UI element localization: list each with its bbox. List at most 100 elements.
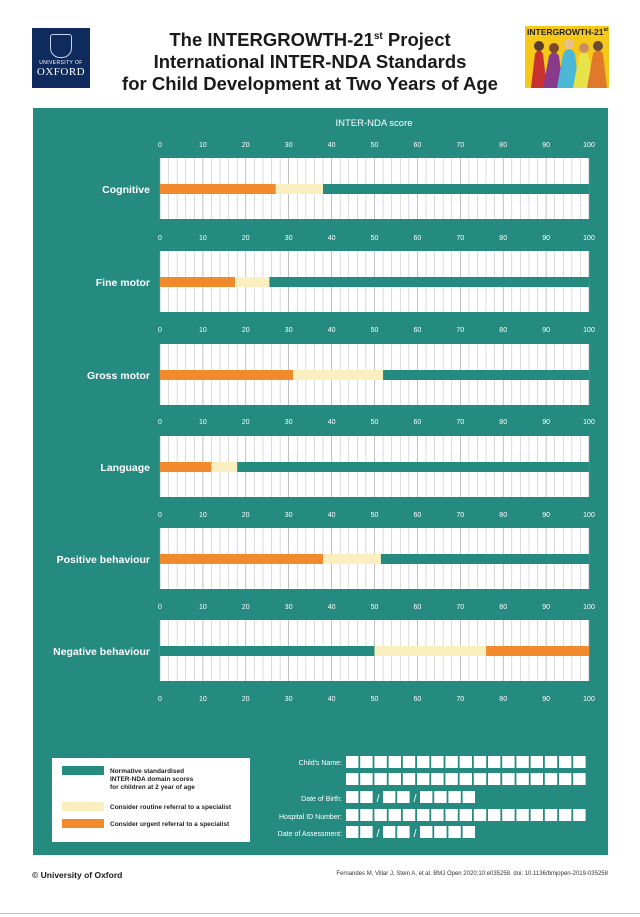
childs-name-box[interactable] xyxy=(417,756,430,768)
form-label: Hospital ID Number: xyxy=(279,814,342,821)
hospital-id-box[interactable] xyxy=(360,809,373,821)
childs-name-box[interactable] xyxy=(473,773,487,785)
dob-day-box[interactable] xyxy=(360,791,373,803)
childs-name-box[interactable] xyxy=(516,756,529,768)
dob-year-box[interactable] xyxy=(420,791,433,803)
tick-label: 10 xyxy=(199,327,207,334)
childs-name-box[interactable] xyxy=(502,773,515,785)
bar-segment xyxy=(486,646,589,656)
hospital-id-box[interactable] xyxy=(516,809,529,821)
hospital-id-box[interactable] xyxy=(544,809,558,821)
childs-name-box[interactable] xyxy=(559,773,572,785)
dob-year-box[interactable] xyxy=(462,791,475,803)
childs-name-box[interactable] xyxy=(544,756,558,768)
dob-year-box[interactable] xyxy=(448,791,461,803)
assessment-year-box[interactable] xyxy=(462,826,475,838)
dob-year-box[interactable] xyxy=(434,791,447,803)
childs-name-box[interactable] xyxy=(459,773,472,785)
childs-name-box[interactable] xyxy=(402,773,416,785)
childs-name-box[interactable] xyxy=(573,773,586,785)
childs-name-box[interactable] xyxy=(459,756,472,768)
tick-label: 90 xyxy=(542,142,550,149)
hospital-id-box[interactable] xyxy=(559,809,572,821)
hospital-id-box[interactable] xyxy=(388,809,401,821)
childs-name-box[interactable] xyxy=(559,756,572,768)
hospital-id-box[interactable] xyxy=(445,809,458,821)
tick-label: 70 xyxy=(456,142,464,149)
childs-name-box[interactable] xyxy=(431,756,444,768)
childs-name-box[interactable] xyxy=(417,773,430,785)
tick-label: 0 xyxy=(158,142,162,149)
childs-name-box[interactable] xyxy=(445,773,458,785)
bar-segment xyxy=(160,277,236,287)
dob-month-box[interactable] xyxy=(397,791,410,803)
assessment-year-box[interactable] xyxy=(434,826,447,838)
assessment-day-box[interactable] xyxy=(360,826,373,838)
assessment-year-box[interactable] xyxy=(448,826,461,838)
tick-label: 0 xyxy=(158,512,162,519)
tick-label: 60 xyxy=(414,235,422,242)
childs-name-box[interactable] xyxy=(544,773,558,785)
hospital-id-box[interactable] xyxy=(417,809,430,821)
hospital-id-box[interactable] xyxy=(502,809,515,821)
childs-name-box[interactable] xyxy=(473,756,487,768)
childs-name-box[interactable] xyxy=(346,773,359,785)
tick-label: 100 xyxy=(583,512,595,519)
hospital-id-box[interactable] xyxy=(530,809,543,821)
assessment-day-box[interactable] xyxy=(346,826,359,838)
hospital-id-box[interactable] xyxy=(374,809,387,821)
hospital-id-box[interactable] xyxy=(573,809,586,821)
title-line-1-sup: st xyxy=(373,31,383,42)
tick-label: 70 xyxy=(456,512,464,519)
tick-label: 10 xyxy=(199,604,207,611)
legend-label: Consider routine referral to a specialis… xyxy=(110,804,232,811)
title-line-2: International INTER-NDA Standards xyxy=(153,51,467,73)
childs-name-box[interactable] xyxy=(502,756,515,768)
childs-name-box[interactable] xyxy=(374,773,387,785)
legend-swatch xyxy=(62,819,104,828)
childs-name-box[interactable] xyxy=(530,773,543,785)
tick-label: 60 xyxy=(414,142,422,149)
dob-month-box[interactable] xyxy=(383,791,396,803)
tick-label: 80 xyxy=(499,419,507,426)
childs-name-box[interactable] xyxy=(388,756,401,768)
intergrowth-logo: INTERGROWTH-21st xyxy=(525,26,609,88)
childs-name-box[interactable] xyxy=(431,773,444,785)
childs-name-box[interactable] xyxy=(516,773,529,785)
childs-name-box[interactable] xyxy=(488,773,501,785)
assessment-month-box[interactable] xyxy=(383,826,396,838)
childs-name-box[interactable] xyxy=(445,756,458,768)
hospital-id-box[interactable] xyxy=(488,809,501,821)
page-title: The INTERGROWTH-21st Project Internation… xyxy=(100,26,520,95)
tick-label: 20 xyxy=(242,327,250,334)
bar-segment xyxy=(160,646,375,656)
childs-name-box[interactable] xyxy=(573,756,586,768)
bottom-divider xyxy=(0,913,640,914)
childs-name-box[interactable] xyxy=(530,756,543,768)
category-label: Fine motor xyxy=(96,277,150,289)
hospital-id-box[interactable] xyxy=(473,809,487,821)
tick-label: 50 xyxy=(371,604,379,611)
tick-label: 50 xyxy=(371,512,379,519)
childs-name-box[interactable] xyxy=(346,756,359,768)
childs-name-box[interactable] xyxy=(402,756,416,768)
childs-name-box[interactable] xyxy=(374,756,387,768)
childs-name-box[interactable] xyxy=(388,773,401,785)
hospital-id-box[interactable] xyxy=(346,809,359,821)
tick-label: 20 xyxy=(242,696,250,703)
hospital-id-box[interactable] xyxy=(431,809,444,821)
form-label: Child's Name: xyxy=(299,760,342,767)
childs-name-box[interactable] xyxy=(360,773,373,785)
assessment-month-box[interactable] xyxy=(397,826,410,838)
intergrowth-logo-label: INTERGROWTH-21 xyxy=(527,27,604,37)
hospital-id-box[interactable] xyxy=(402,809,416,821)
childs-name-box[interactable] xyxy=(360,756,373,768)
copyright-text: © University of Oxford xyxy=(32,870,123,880)
hospital-id-box[interactable] xyxy=(459,809,472,821)
category-label: Language xyxy=(100,462,150,474)
assessment-year-box[interactable] xyxy=(420,826,433,838)
dob-day-box[interactable] xyxy=(346,791,359,803)
childs-name-box[interactable] xyxy=(488,756,501,768)
tick-label: 100 xyxy=(583,142,595,149)
tick-label: 60 xyxy=(414,419,422,426)
